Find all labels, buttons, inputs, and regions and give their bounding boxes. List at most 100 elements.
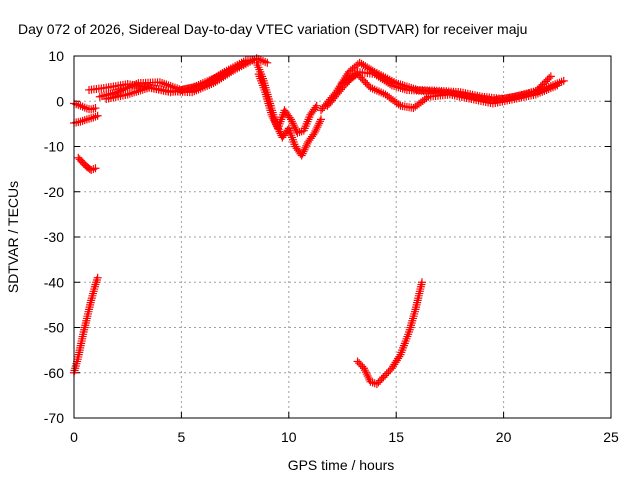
data-point bbox=[311, 103, 320, 112]
data-point bbox=[394, 100, 403, 109]
plot-border bbox=[73, 55, 612, 419]
data-point bbox=[93, 273, 102, 282]
series-early-negative-upper bbox=[70, 99, 100, 114]
series-day-arc-3 bbox=[102, 54, 272, 103]
data-point bbox=[87, 105, 96, 114]
x-tick-label: 20 bbox=[496, 429, 512, 445]
data-point bbox=[395, 352, 404, 361]
data-point bbox=[78, 116, 87, 125]
data-point bbox=[379, 373, 388, 382]
data-point bbox=[553, 81, 562, 90]
data-point bbox=[89, 113, 98, 122]
data-point bbox=[559, 76, 568, 85]
x-tick-label: 0 bbox=[70, 429, 78, 445]
data-point bbox=[310, 128, 319, 137]
axis-ticks: 0 5 10 15 20 25 -70 -60 -50 -40 -30 -20 -10 0 10 bbox=[44, 48, 619, 445]
data-point bbox=[317, 115, 326, 124]
data-point bbox=[269, 114, 278, 123]
y-tick-label: -70 bbox=[44, 410, 64, 426]
data-point bbox=[127, 89, 136, 98]
data-point bbox=[302, 141, 311, 150]
y-tick-label: -60 bbox=[44, 365, 64, 381]
data-point bbox=[363, 371, 372, 380]
y-tick-label: -40 bbox=[44, 274, 64, 290]
data-point bbox=[364, 373, 373, 382]
data-point bbox=[80, 116, 89, 125]
data-point bbox=[270, 116, 279, 125]
series-early-negative-lower bbox=[70, 111, 102, 127]
data-point bbox=[93, 111, 102, 120]
data-point bbox=[422, 94, 431, 103]
data-point bbox=[417, 278, 426, 287]
data-point bbox=[362, 370, 371, 379]
chart-title: Day 072 of 2026, Sidereal Day-to-day VTE… bbox=[18, 21, 527, 37]
data-series bbox=[70, 54, 568, 389]
data-point bbox=[385, 80, 394, 89]
series-evening-rise-1 bbox=[317, 58, 568, 115]
data-point bbox=[290, 123, 299, 132]
x-tick-label: 25 bbox=[603, 429, 619, 445]
data-point bbox=[316, 117, 325, 126]
data-point bbox=[229, 66, 238, 75]
data-point bbox=[312, 125, 321, 134]
y-tick-label: -10 bbox=[44, 139, 64, 155]
data-point bbox=[381, 371, 390, 380]
data-point bbox=[89, 104, 98, 113]
series-morning-ramp bbox=[70, 273, 102, 377]
data-point bbox=[312, 101, 321, 110]
data-point bbox=[359, 364, 368, 373]
data-point bbox=[377, 374, 386, 383]
y-tick-label: -20 bbox=[44, 184, 64, 200]
data-point bbox=[382, 369, 391, 378]
data-point bbox=[545, 74, 554, 83]
data-point bbox=[361, 368, 370, 377]
data-point bbox=[538, 80, 547, 89]
data-point bbox=[360, 366, 369, 375]
data-point bbox=[288, 119, 297, 128]
data-point bbox=[301, 143, 310, 152]
data-point bbox=[289, 121, 298, 130]
data-point bbox=[299, 147, 308, 156]
data-point bbox=[297, 151, 306, 160]
series-early-dip bbox=[74, 153, 100, 175]
data-point bbox=[540, 78, 549, 87]
data-point bbox=[314, 121, 323, 130]
series-afternoon-disturbance-b bbox=[254, 70, 321, 137]
data-point bbox=[263, 58, 272, 67]
data-point bbox=[300, 145, 309, 154]
data-point bbox=[543, 75, 552, 84]
data-point bbox=[134, 87, 143, 96]
data-point bbox=[315, 119, 324, 128]
data-point bbox=[298, 149, 307, 158]
data-point bbox=[287, 117, 296, 126]
x-tick-label: 5 bbox=[178, 429, 186, 445]
data-point bbox=[546, 72, 555, 81]
x-tick-label: 15 bbox=[388, 429, 404, 445]
data-point bbox=[313, 123, 322, 132]
x-tick-label: 10 bbox=[281, 429, 297, 445]
y-tick-label: 0 bbox=[56, 93, 64, 109]
data-point bbox=[91, 112, 100, 121]
y-tick-label: -50 bbox=[44, 320, 64, 336]
series-evening-rise-3 bbox=[338, 70, 562, 113]
data-point bbox=[91, 104, 100, 113]
data-point bbox=[286, 115, 295, 124]
data-point bbox=[271, 118, 280, 127]
data-point bbox=[541, 77, 550, 86]
y-tick-label: -30 bbox=[44, 229, 64, 245]
data-point bbox=[384, 367, 393, 376]
data-point bbox=[267, 110, 276, 119]
data-point bbox=[91, 164, 100, 173]
series-evening-ramp bbox=[379, 278, 426, 382]
data-point bbox=[268, 112, 277, 121]
data-point bbox=[536, 82, 545, 91]
y-axis-title: SDTVAR / TECUs bbox=[5, 181, 21, 293]
data-point bbox=[85, 114, 94, 123]
data-point bbox=[311, 126, 320, 135]
data-point bbox=[125, 89, 134, 98]
x-axis-title: GPS time / hours bbox=[288, 457, 395, 473]
grid bbox=[74, 56, 611, 418]
y-tick-label: 10 bbox=[48, 48, 64, 64]
